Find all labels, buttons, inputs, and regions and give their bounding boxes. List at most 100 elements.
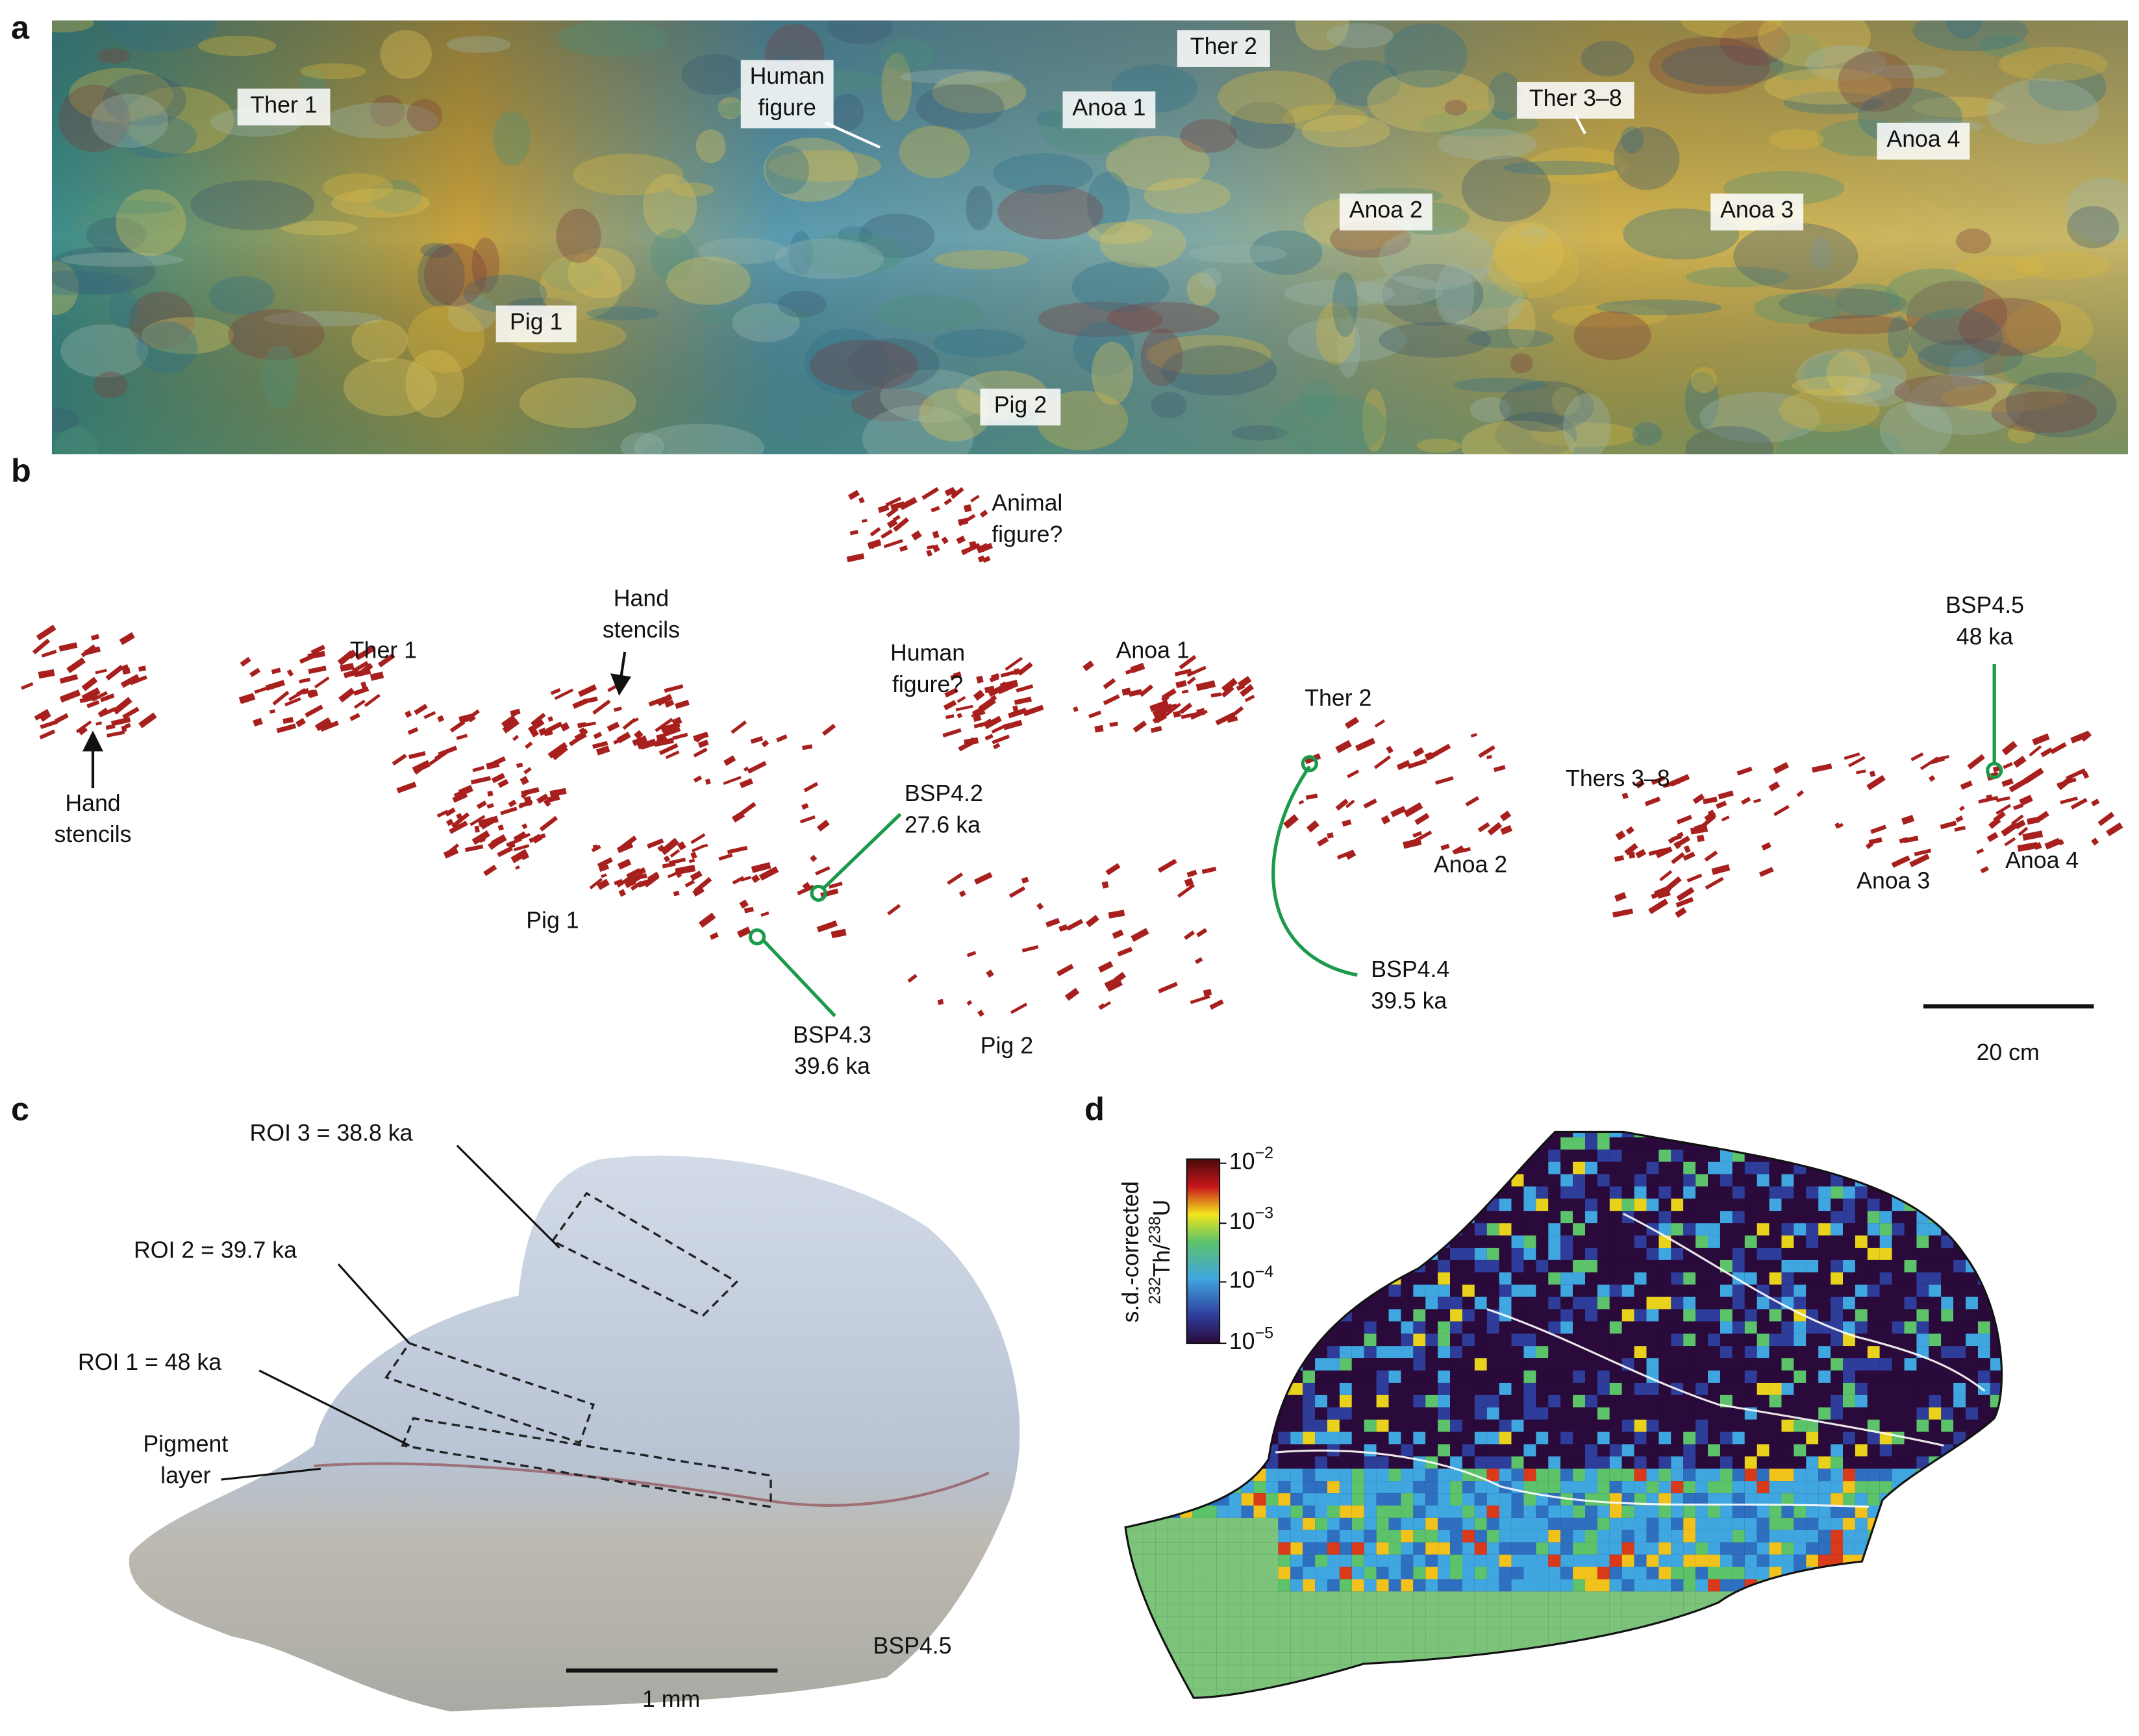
heat-cell: [1327, 1530, 1340, 1543]
tracing: [1021, 945, 1039, 953]
texture: [60, 252, 184, 267]
tracing: [551, 745, 568, 760]
heat-cell: [1843, 1248, 1855, 1260]
tracing: [847, 490, 860, 501]
heat-cell: [1695, 1469, 1708, 1482]
heat-cell: [1867, 1132, 1880, 1137]
texture: [1417, 282, 1529, 310]
heat-cell: [1831, 1702, 1843, 1714]
tracing: [525, 741, 533, 749]
heat-cell: [1794, 1419, 1807, 1432]
heat-cell: [1695, 1640, 1708, 1653]
heat-cell: [1695, 1481, 1708, 1494]
heat-cell: [1278, 1616, 1291, 1629]
heat-cell: [1683, 1542, 1696, 1555]
heat-cell: [1192, 1591, 1205, 1604]
heat-cell: [1425, 1591, 1438, 1604]
heat-cell: [1438, 1346, 1451, 1359]
heat-cell: [1843, 1444, 1855, 1457]
heat-cell: [1916, 1579, 1929, 1592]
heat-cell: [1953, 1542, 1966, 1555]
tracing: [124, 723, 131, 729]
heat-cell: [1143, 1432, 1156, 1445]
heat-cell: [1879, 1235, 1892, 1248]
tracing: [105, 665, 124, 681]
heat-cell: [1781, 1223, 1794, 1236]
tracing: [469, 815, 486, 826]
heat-cell: [1990, 1137, 2002, 1150]
heat-cell: [1523, 1542, 1536, 1555]
heat-cell: [1327, 1211, 1340, 1224]
heat-cell: [1671, 1198, 1684, 1211]
heat-cell: [1941, 1640, 1954, 1653]
heat-cell: [1966, 1132, 1978, 1137]
heat-cell: [1327, 1137, 1340, 1150]
heat-cell: [1560, 1652, 1573, 1665]
heat-cell: [1831, 1432, 1844, 1445]
tracing: [964, 737, 979, 746]
heat-cell: [1229, 1640, 1242, 1653]
heat-cell: [1131, 1616, 1144, 1629]
heat-cell: [1646, 1235, 1659, 1248]
texture: [1507, 297, 1536, 349]
heat-cell: [1425, 1149, 1438, 1162]
tracing: [1215, 712, 1236, 726]
heat-cell: [1683, 1689, 1696, 1698]
heat-cell: [1315, 1211, 1328, 1224]
heat-cell: [1351, 1419, 1364, 1432]
heat-cell: [1953, 1321, 1966, 1334]
heat-cell: [1953, 1211, 1966, 1224]
tracing: [761, 739, 769, 748]
heat-cell: [1646, 1640, 1659, 1653]
heat-cell: [1155, 1358, 1168, 1371]
tracing: [887, 904, 901, 915]
heat-cell: [1143, 1665, 1156, 1678]
heat-cell: [1597, 1186, 1610, 1199]
heat-cell: [1438, 1132, 1451, 1137]
label: Ther 3–8: [1529, 85, 1622, 111]
texture: [1685, 426, 1774, 454]
heat-cell: [1904, 1235, 1917, 1248]
heat-cell: [1560, 1149, 1573, 1162]
colorbar-tick-label: 10−5: [1229, 1324, 1273, 1354]
heat-cell: [1720, 1616, 1732, 1629]
label: 27.6 ka: [905, 812, 981, 837]
heat-cell: [1621, 1652, 1634, 1665]
label-box: [237, 88, 331, 126]
heat-cell: [1388, 1186, 1401, 1199]
tracing: [1008, 708, 1027, 719]
heat-cell: [1929, 1640, 1942, 1653]
texture: [1808, 315, 1911, 334]
heat-cell: [1769, 1358, 1782, 1371]
texture: [423, 243, 487, 306]
heat-cell: [1646, 1149, 1659, 1162]
heat-cell: [1351, 1370, 1364, 1383]
heat-cell: [1744, 1616, 1757, 1629]
heat-cell: [1155, 1432, 1168, 1445]
heat-cell: [1892, 1567, 1905, 1580]
heat-cell: [1781, 1174, 1794, 1187]
heat-cell: [1241, 1235, 1254, 1248]
heat-cell: [1364, 1432, 1377, 1445]
heat-cell: [1278, 1640, 1291, 1653]
heat-cell: [1125, 1493, 1131, 1506]
label: figure?: [992, 521, 1062, 547]
heat-cell: [1523, 1137, 1536, 1150]
heat-cell: [1966, 1517, 1978, 1530]
heat-cell: [1290, 1161, 1303, 1174]
heat-cell: [1646, 1567, 1659, 1580]
tracing: [95, 669, 107, 675]
texture: [1530, 422, 1638, 447]
heat-cell: [1425, 1493, 1438, 1506]
texture: [1949, 349, 1985, 391]
heat-cell: [1879, 1248, 1892, 1260]
heat-cell: [1794, 1370, 1807, 1383]
label: Ther 1: [251, 92, 318, 118]
texture: [1453, 377, 1547, 393]
heat-cell: [1450, 1309, 1462, 1322]
texture: [1494, 222, 1564, 284]
heat-cell: [1125, 1689, 1131, 1698]
heat-cell: [1597, 1198, 1610, 1211]
heat-cell: [2003, 1591, 2015, 1604]
heat-cell: [1327, 1382, 1340, 1395]
